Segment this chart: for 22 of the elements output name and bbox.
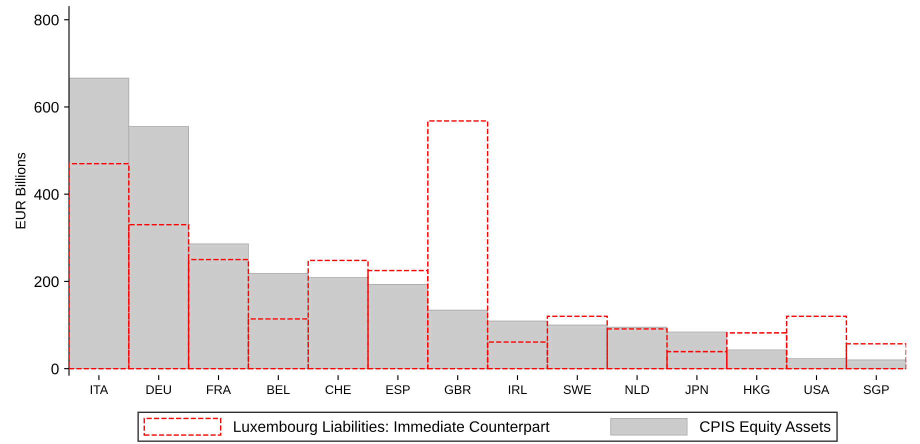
x-tick-label: DEU xyxy=(146,385,171,394)
x-tick-label: GBR xyxy=(444,385,471,394)
legend-label: CPIS Equity Assets xyxy=(700,420,830,436)
y-tick-label: 200 xyxy=(34,276,59,288)
x-tick-label: JPN xyxy=(685,385,708,394)
y-axis-title: EUR Billions xyxy=(15,152,26,228)
x-tick-label: IRL xyxy=(508,385,527,394)
x-tick-label: HKG xyxy=(744,385,770,394)
x-tick-label: FRA xyxy=(207,385,231,394)
y-tick-label: 400 xyxy=(34,189,59,200)
x-tick-label: NLD xyxy=(626,385,650,394)
x-tick-label: ITA xyxy=(90,385,108,394)
x-tick-label: ESP xyxy=(386,385,410,394)
y-tick-label: 600 xyxy=(34,102,59,113)
x-tick-label: SWE xyxy=(564,385,591,394)
x-tick-label: USA xyxy=(804,385,830,394)
y-tick-label: 800 xyxy=(34,14,59,26)
x-tick-label: BEL xyxy=(268,385,290,394)
x-tick-label: SGP xyxy=(864,385,889,394)
legend-label: Luxembourg Liabilities: Immediate Counterpart xyxy=(234,420,550,436)
y-tick-label: 0 xyxy=(51,364,59,374)
x-tick-label: CHE xyxy=(326,385,351,394)
